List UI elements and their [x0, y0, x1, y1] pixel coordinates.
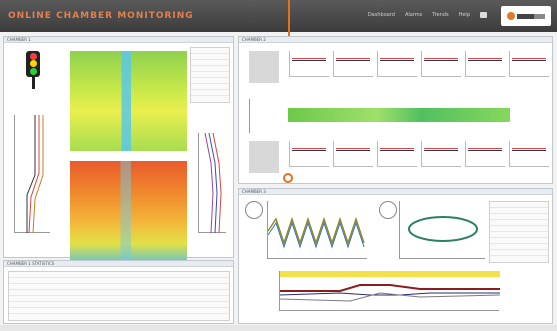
brand-logo: [501, 6, 551, 26]
traffic-light-icon: [20, 51, 46, 91]
timeline-highlight: [280, 271, 500, 277]
thumbnail-bottom: [249, 141, 279, 173]
sparkline: [509, 51, 549, 77]
sparkline: [421, 141, 461, 167]
sparkline: [289, 141, 329, 167]
profile-lines-right: [204, 132, 222, 234]
panel-title: CHAMBER 1 STATISTICS: [4, 261, 233, 267]
gauge-icon: [245, 201, 263, 219]
app-title: ONLINE CHAMBER MONITORING: [8, 11, 194, 21]
nav-alarms[interactable]: Alarms: [404, 12, 423, 18]
profile-lines: [26, 115, 44, 234]
sparkline: [333, 51, 373, 77]
temperature-band: [288, 108, 510, 122]
top-nav: Dashboard Alarms Trends Help: [368, 12, 487, 18]
stats-table-top: [190, 47, 230, 103]
sparkline: [333, 141, 373, 167]
top-bar: ONLINE CHAMBER MONITORING Dashboard Alar…: [0, 0, 557, 32]
nav-help[interactable]: Help: [458, 12, 470, 18]
highlight-marker-icon: [283, 173, 293, 183]
sparkline: [377, 141, 417, 167]
logo-mark-icon: [507, 12, 515, 20]
oscillation-chart: [267, 201, 367, 259]
sparkline: [421, 51, 461, 77]
sparkline: [377, 51, 417, 77]
thumbnail-mid: [249, 99, 279, 133]
chamber-1-statistics-panel: CHAMBER 1 STATISTICS: [3, 260, 234, 324]
sparkline: [509, 141, 549, 167]
chamber-3-panel: CHAMBER 3: [238, 188, 553, 324]
sparkline: [289, 51, 329, 77]
nav-trends[interactable]: Trends: [432, 12, 449, 18]
oscillation-lines: [267, 216, 365, 249]
gauge-icon: [379, 201, 397, 219]
loop-chart: [399, 201, 485, 259]
right-profile-chart: [198, 132, 226, 234]
statistics-table: [8, 271, 230, 321]
panel-title: CHAMBER 1: [4, 37, 233, 43]
panel-title: CHAMBER 3: [239, 189, 552, 195]
status-bar: [0, 325, 557, 331]
chamber-1-panel: CHAMBER 1: [3, 36, 234, 283]
heatmap-bottom: [70, 161, 187, 271]
timeline-chart: [279, 271, 501, 311]
thumbnail-top: [249, 51, 279, 83]
stats-table-right: [489, 201, 549, 263]
panel-title: CHAMBER 2: [239, 37, 552, 43]
logo-wordmark: [517, 13, 545, 19]
timeline-lines: [279, 284, 501, 302]
sparkline: [465, 141, 505, 167]
nav-dashboard[interactable]: Dashboard: [367, 12, 395, 18]
left-profile-chart: [14, 115, 50, 234]
heatmap-top: [70, 51, 187, 151]
settings-icon[interactable]: [480, 12, 487, 18]
sparkline: [465, 51, 505, 77]
loop-lines: [408, 216, 478, 242]
